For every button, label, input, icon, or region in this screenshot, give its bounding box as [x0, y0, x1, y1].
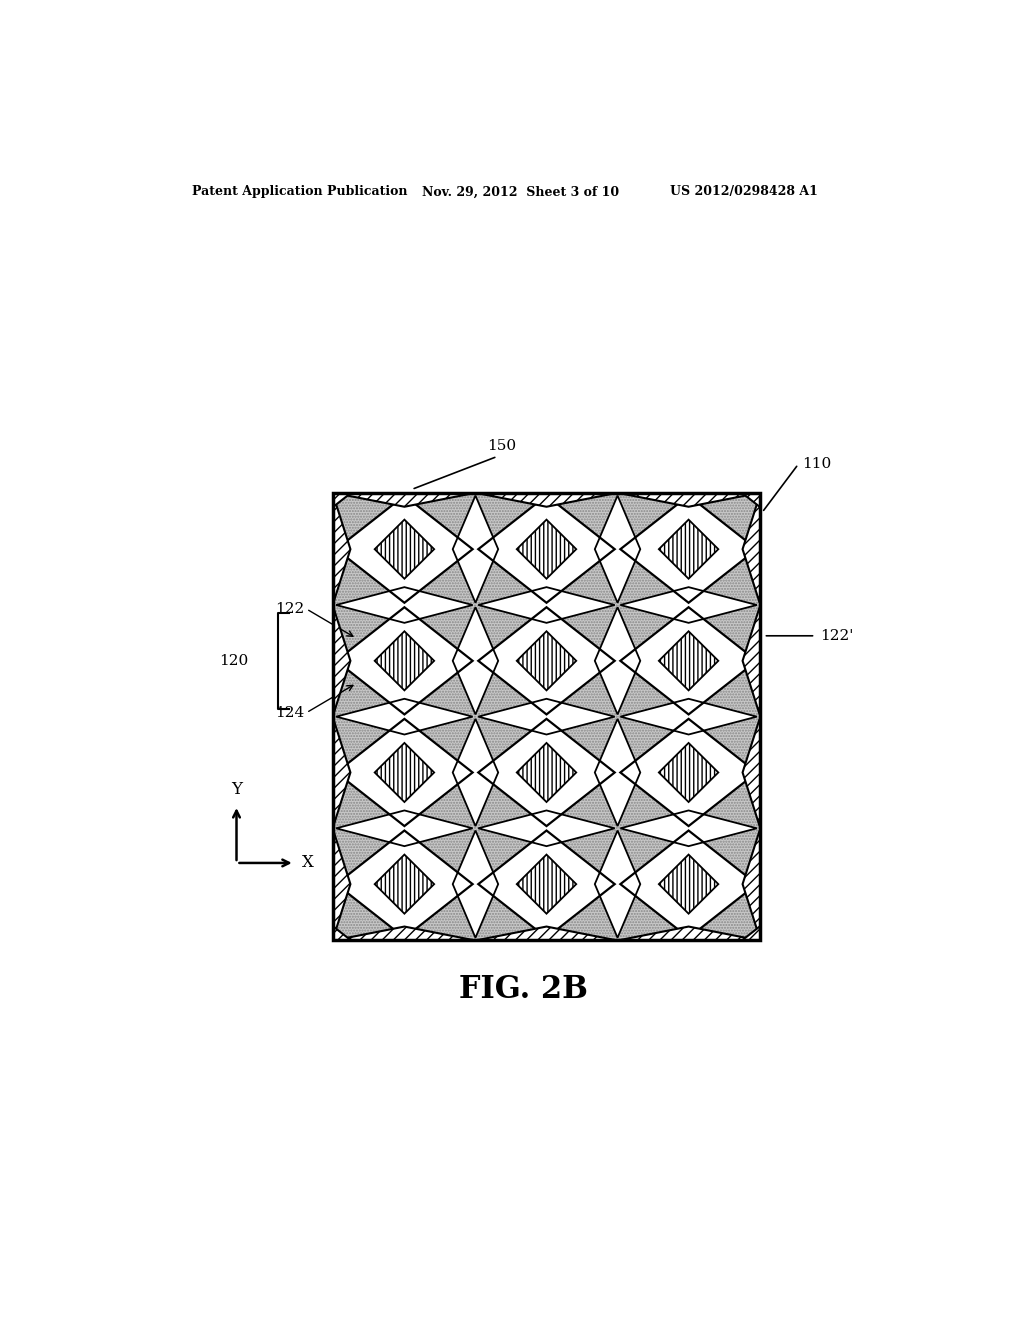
Polygon shape	[742, 607, 804, 714]
Polygon shape	[336, 830, 473, 937]
Polygon shape	[595, 830, 640, 937]
Polygon shape	[375, 520, 434, 578]
Polygon shape	[289, 607, 350, 714]
Polygon shape	[595, 719, 640, 826]
Polygon shape	[336, 927, 473, 974]
Text: 110: 110	[802, 457, 831, 471]
Polygon shape	[658, 743, 718, 803]
Polygon shape	[621, 607, 757, 714]
Polygon shape	[478, 810, 614, 846]
Polygon shape	[289, 719, 350, 826]
Polygon shape	[621, 698, 757, 734]
Text: 150: 150	[486, 440, 516, 453]
Polygon shape	[478, 830, 614, 937]
Text: Patent Application Publication: Patent Application Publication	[191, 185, 408, 198]
Text: Nov. 29, 2012  Sheet 3 of 10: Nov. 29, 2012 Sheet 3 of 10	[423, 185, 620, 198]
Polygon shape	[289, 927, 350, 974]
Polygon shape	[517, 743, 577, 803]
Bar	[334, 494, 760, 940]
Text: US 2012/0298428 A1: US 2012/0298428 A1	[671, 185, 818, 198]
Polygon shape	[289, 495, 350, 603]
Polygon shape	[336, 587, 473, 623]
Polygon shape	[658, 854, 718, 913]
Polygon shape	[453, 495, 499, 603]
Polygon shape	[517, 631, 577, 690]
Polygon shape	[621, 495, 757, 603]
Polygon shape	[595, 607, 640, 714]
Polygon shape	[621, 458, 757, 507]
Polygon shape	[517, 520, 577, 578]
Polygon shape	[289, 830, 350, 937]
Polygon shape	[742, 830, 804, 937]
Text: Y: Y	[231, 780, 242, 797]
Polygon shape	[478, 927, 614, 974]
Polygon shape	[621, 830, 757, 937]
Polygon shape	[478, 495, 614, 603]
Polygon shape	[478, 458, 614, 507]
Polygon shape	[453, 719, 499, 826]
Text: 122': 122'	[820, 628, 853, 643]
Polygon shape	[375, 631, 434, 690]
Bar	[334, 494, 760, 940]
Polygon shape	[289, 458, 350, 507]
Polygon shape	[621, 719, 757, 826]
Polygon shape	[621, 927, 757, 974]
Polygon shape	[742, 458, 804, 507]
Polygon shape	[478, 587, 614, 623]
Polygon shape	[336, 719, 473, 826]
Polygon shape	[453, 830, 499, 937]
Polygon shape	[658, 631, 718, 690]
Text: 124: 124	[274, 706, 304, 719]
Polygon shape	[336, 495, 473, 603]
Polygon shape	[375, 854, 434, 913]
Polygon shape	[453, 607, 499, 714]
Polygon shape	[742, 927, 804, 974]
Polygon shape	[336, 458, 473, 507]
Polygon shape	[336, 810, 473, 846]
Polygon shape	[478, 719, 614, 826]
Polygon shape	[336, 607, 473, 714]
Text: 120: 120	[219, 653, 248, 668]
Polygon shape	[517, 854, 577, 913]
Polygon shape	[621, 810, 757, 846]
Polygon shape	[595, 495, 640, 603]
Polygon shape	[621, 587, 757, 623]
Text: X: X	[302, 854, 314, 871]
Polygon shape	[742, 495, 804, 603]
Polygon shape	[478, 607, 614, 714]
Polygon shape	[658, 520, 718, 578]
Text: FIG. 2B: FIG. 2B	[459, 974, 588, 1006]
Text: 122: 122	[274, 602, 304, 616]
Polygon shape	[375, 743, 434, 803]
Polygon shape	[742, 719, 804, 826]
Bar	[334, 494, 760, 940]
Polygon shape	[336, 698, 473, 734]
Polygon shape	[478, 698, 614, 734]
